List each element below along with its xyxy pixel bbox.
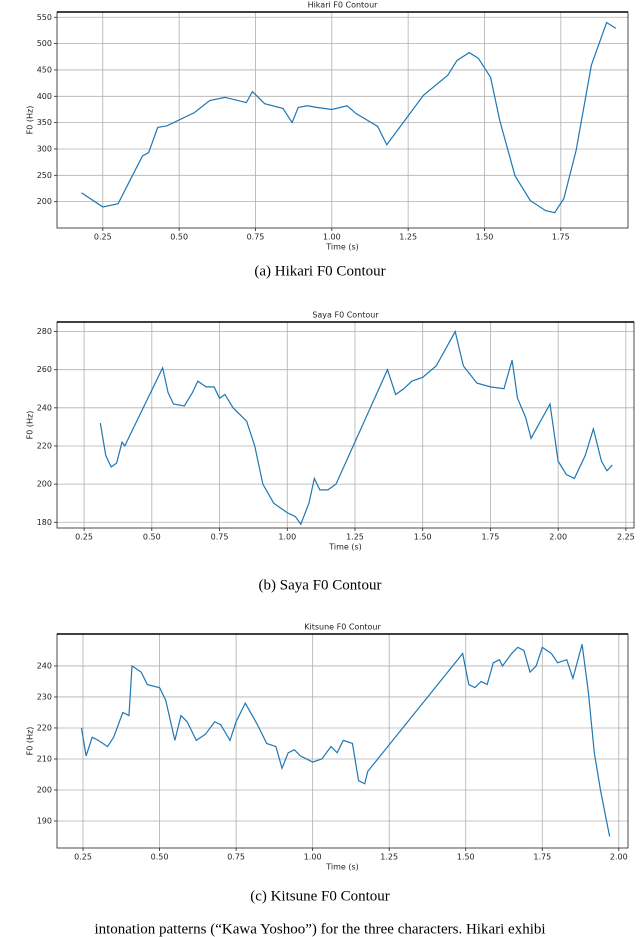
x-tick-label: 0.75 xyxy=(247,233,265,242)
figure-caption: (c) Kitsune F0 Contour xyxy=(250,888,390,904)
x-tick-label: 0.75 xyxy=(211,533,229,542)
x-tick-label: 2.00 xyxy=(549,533,567,542)
f0-line xyxy=(99,329,613,526)
y-tick-label: 260 xyxy=(37,365,52,374)
y-axis-label: F0 (Hz) xyxy=(26,727,35,756)
y-tick-label: 220 xyxy=(37,723,52,732)
x-tick-label: 1.50 xyxy=(414,533,432,542)
figure-caption: (b) Saya F0 Contour xyxy=(259,577,382,593)
chart-title: Saya F0 Contour xyxy=(312,311,379,320)
x-tick-label: 1.75 xyxy=(482,533,500,542)
y-axis-label: F0 (Hz) xyxy=(26,411,35,440)
y-tick-label: 400 xyxy=(37,92,52,101)
x-axis-label: Time (s) xyxy=(328,543,362,552)
x-tick-label: 2.00 xyxy=(610,853,628,862)
body-text: intonation patterns (“Kawa Yoshoo”) for … xyxy=(94,921,545,937)
y-tick-label: 200 xyxy=(37,480,52,489)
x-tick-label: 0.25 xyxy=(94,233,112,242)
y-tick-label: 200 xyxy=(37,786,52,795)
x-tick-label: 2.25 xyxy=(617,533,635,542)
y-tick-label: 220 xyxy=(37,441,52,450)
x-tick-label: 0.50 xyxy=(143,533,161,542)
y-tick-label: 280 xyxy=(37,327,52,336)
plot-frame xyxy=(56,321,635,529)
x-tick-label: 0.50 xyxy=(170,233,188,242)
x-tick-label: 0.25 xyxy=(75,533,93,542)
x-tick-label: 1.25 xyxy=(399,233,417,242)
x-tick-label: 1.25 xyxy=(346,533,364,542)
y-tick-label: 180 xyxy=(37,518,52,527)
x-tick-label: 1.50 xyxy=(476,233,494,242)
x-tick-label: 1.00 xyxy=(278,533,296,542)
x-tick-label: 0.25 xyxy=(74,853,92,862)
x-axis-label: Time (s) xyxy=(325,863,359,872)
y-tick-label: 200 xyxy=(37,197,52,206)
x-tick-label: 1.50 xyxy=(457,853,475,862)
f0-line xyxy=(80,644,611,837)
y-tick-label: 210 xyxy=(37,754,52,763)
chart-title: Hikari F0 Contour xyxy=(308,1,379,10)
y-tick-label: 230 xyxy=(37,692,52,701)
chart-title: Kitsune F0 Contour xyxy=(304,623,381,632)
y-tick-label: 550 xyxy=(37,13,52,22)
y-tick-label: 240 xyxy=(37,403,52,412)
x-tick-label: 1.00 xyxy=(304,853,322,862)
y-tick-label: 250 xyxy=(37,171,52,180)
x-tick-label: 1.25 xyxy=(380,853,398,862)
y-tick-label: 350 xyxy=(37,118,52,127)
x-tick-label: 0.75 xyxy=(227,853,245,862)
y-tick-label: 500 xyxy=(37,39,52,48)
x-tick-label: 1.75 xyxy=(552,233,570,242)
plot-frame xyxy=(56,11,629,229)
y-tick-label: 450 xyxy=(37,65,52,74)
x-tick-label: 0.50 xyxy=(151,853,169,862)
x-tick-label: 1.75 xyxy=(533,853,551,862)
y-tick-label: 190 xyxy=(37,817,52,826)
x-tick-label: 1.00 xyxy=(323,233,341,242)
x-axis-label: Time (s) xyxy=(325,243,359,252)
y-axis-label: F0 (Hz) xyxy=(26,106,35,135)
figure-caption: (a) Hikari F0 Contour xyxy=(254,263,385,279)
f0-line xyxy=(81,21,617,214)
y-tick-label: 240 xyxy=(37,661,52,670)
y-tick-label: 300 xyxy=(37,144,52,153)
